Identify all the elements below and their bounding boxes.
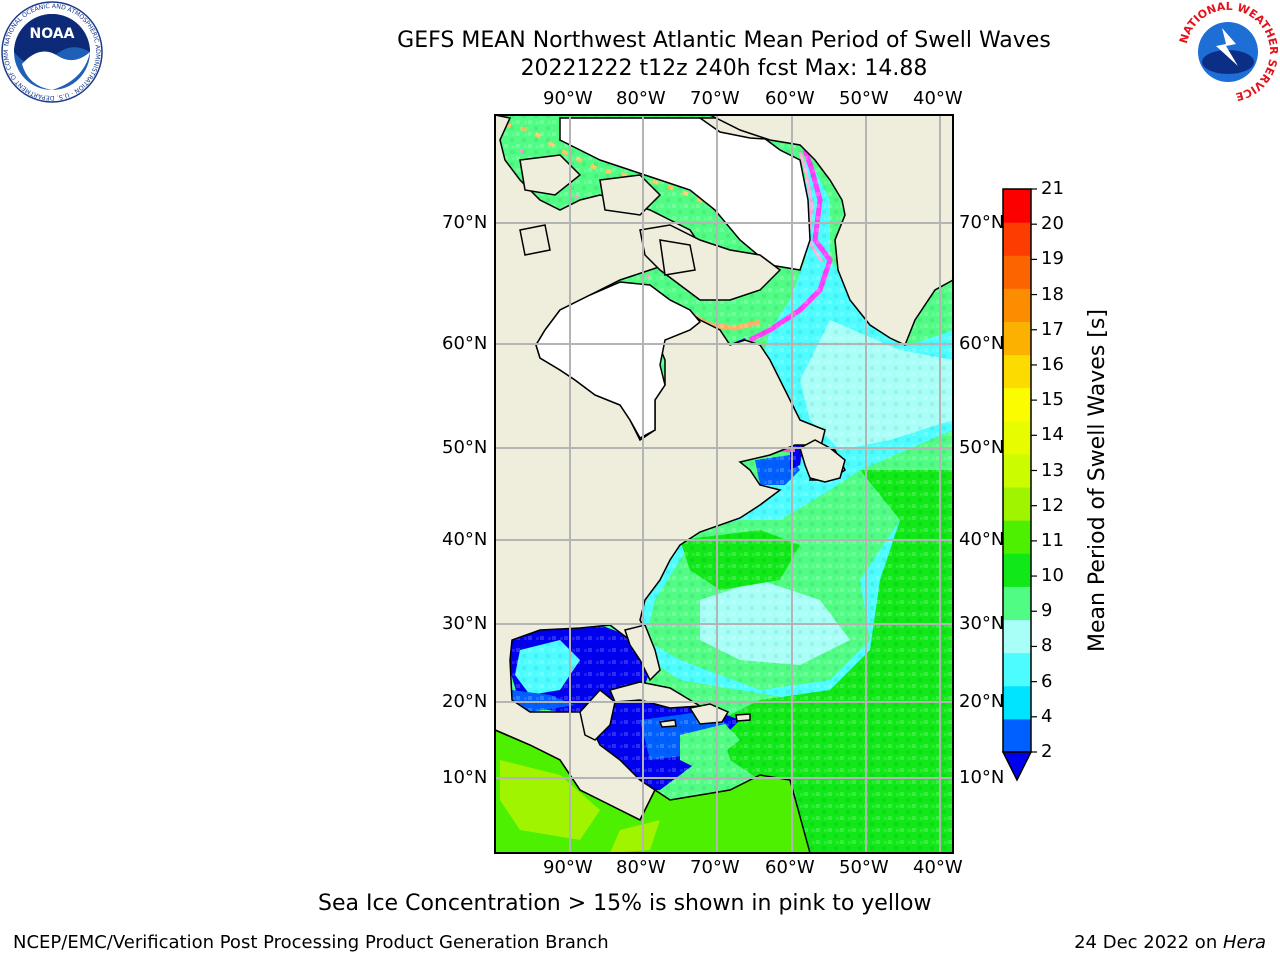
colorbar-tick-label: 15	[1041, 389, 1064, 411]
colorbar-tick-label: 19	[1041, 248, 1064, 270]
arctic-island-4	[659, 239, 696, 276]
colorbar-tick-label: 20	[1041, 213, 1064, 235]
title-line2: 20221222 t12z 240h fcst Max: 14.88	[520, 56, 928, 81]
land-north-america	[495, 115, 846, 822]
colorbar-segment	[1003, 553, 1031, 587]
land-greenland	[709, 115, 953, 347]
land-newfoundland	[799, 439, 846, 483]
colorbar-segment	[1003, 453, 1031, 488]
colorbar	[1001, 188, 1037, 782]
colorbar-segment	[1003, 685, 1031, 720]
colorbar-segment	[1003, 487, 1031, 521]
colorbar-segment	[1003, 222, 1031, 256]
lat-label-left-40n: 40°N	[442, 529, 488, 550]
map-area	[495, 115, 953, 853]
land-hispaniola	[688, 703, 730, 725]
lon-label-top-70w: 70°W	[690, 88, 740, 109]
lon-label-bottom-70w: 70°W	[690, 857, 740, 878]
lon-label-bottom-40w: 40°W	[913, 857, 963, 878]
colorbar-tick-label: 18	[1041, 283, 1064, 305]
colorbar-tick-label: 17	[1041, 318, 1064, 340]
lat-label-left-70n: 70°N	[442, 212, 488, 233]
colorbar-segment	[1003, 387, 1031, 422]
colorbar-tick-label: 12	[1041, 494, 1064, 516]
nws-logo-icon: NATIONAL WEATHER SERVICE	[1177, 0, 1280, 103]
title-line1: GEFS MEAN Northwest Atlantic Mean Period…	[397, 28, 1051, 53]
lat-label-right-60n: 60°N	[959, 333, 1005, 354]
colorbar-tick-label: 13	[1041, 459, 1064, 481]
sea-ice-caption: Sea Ice Concentration > 15% is shown in …	[318, 891, 932, 916]
colorbar-under-triangle	[1001, 751, 1033, 782]
lat-label-right-10n: 10°N	[959, 767, 1005, 788]
colorbar-segment	[1003, 321, 1031, 356]
lon-label-top-40w: 40°W	[913, 88, 963, 109]
colorbar-segment	[1003, 619, 1031, 654]
noaa-logo-text: NOAA	[30, 26, 75, 42]
arctic-island-1	[519, 154, 582, 196]
gridlines	[495, 115, 953, 853]
arctic-island-3	[519, 224, 551, 256]
footer-host: Hera	[1222, 932, 1266, 953]
lat-label-left-10n: 10°N	[442, 767, 488, 788]
colorbar-tick-label: 21	[1041, 178, 1064, 199]
colorbar-ticks	[1031, 188, 1037, 753]
colorbar-tick-label: 10	[1041, 565, 1064, 587]
land-puerto-rico	[735, 713, 751, 722]
colorbar-segment	[1003, 718, 1031, 753]
lat-label-left-20n: 20°N	[442, 691, 488, 712]
footer-right: 24 Dec 2022 on Hera	[1074, 932, 1266, 953]
lon-label-bottom-80w: 80°W	[616, 857, 666, 878]
lat-label-right-50n: 50°N	[959, 437, 1005, 458]
lat-label-right-30n: 30°N	[959, 613, 1005, 634]
colorbar-tick-label: 16	[1041, 353, 1064, 375]
land-south-america-light	[500, 760, 600, 840]
colorbar-segment	[1003, 354, 1031, 389]
colorbar-segment	[1003, 586, 1031, 621]
land-jamaica	[658, 719, 677, 728]
footer-left: NCEP/EMC/Verification Post Processing Pr…	[13, 932, 609, 953]
lon-label-bottom-50w: 50°W	[839, 857, 889, 878]
colorbar-segment	[1003, 520, 1031, 554]
lat-label-right-70n: 70°N	[959, 212, 1005, 233]
lat-label-right-20n: 20°N	[959, 691, 1005, 712]
colorbar-segment	[1003, 255, 1031, 289]
colorbar-label: Mean Period of Swell Waves [s]	[1085, 309, 1110, 652]
lon-label-top-90w: 90°W	[543, 88, 593, 109]
lon-label-bottom-90w: 90°W	[543, 857, 593, 878]
arctic-island-2	[599, 174, 662, 216]
colorbar-segment	[1003, 189, 1031, 223]
colorbar-tick-label: 2	[1041, 741, 1053, 762]
colorbar-segment	[1003, 288, 1031, 322]
footer-date: 24 Dec 2022 on	[1074, 932, 1223, 953]
noaa-logo-icon: NATIONAL OCEANIC AND ATMOSPHERIC ADMINIS…	[0, 0, 103, 103]
colorbar-tick-label: 14	[1041, 424, 1064, 446]
lon-label-top-50w: 50°W	[839, 88, 889, 109]
colorbar-segment	[1003, 420, 1031, 455]
colorbar-tick-label: 11	[1041, 529, 1064, 551]
colorbar-tick-label: 8	[1041, 635, 1053, 657]
map-frame	[494, 114, 954, 854]
colorbar-tick-label: 6	[1041, 670, 1053, 692]
lat-label-right-40n: 40°N	[959, 529, 1005, 550]
land-south-america-light-2	[610, 820, 660, 853]
lon-label-bottom-60w: 60°W	[765, 857, 815, 878]
lon-label-top-80w: 80°W	[616, 88, 666, 109]
lat-label-left-50n: 50°N	[442, 437, 488, 458]
hudson-bay	[535, 281, 702, 440]
lon-label-top-60w: 60°W	[765, 88, 815, 109]
colorbar-segments	[1003, 189, 1031, 753]
colorbar-segment	[1003, 652, 1031, 687]
lat-label-left-30n: 30°N	[442, 613, 488, 634]
colorbar-tick-label: 9	[1041, 600, 1053, 622]
colorbar-tick-label: 4	[1041, 705, 1053, 727]
lat-label-left-60n: 60°N	[442, 333, 488, 354]
